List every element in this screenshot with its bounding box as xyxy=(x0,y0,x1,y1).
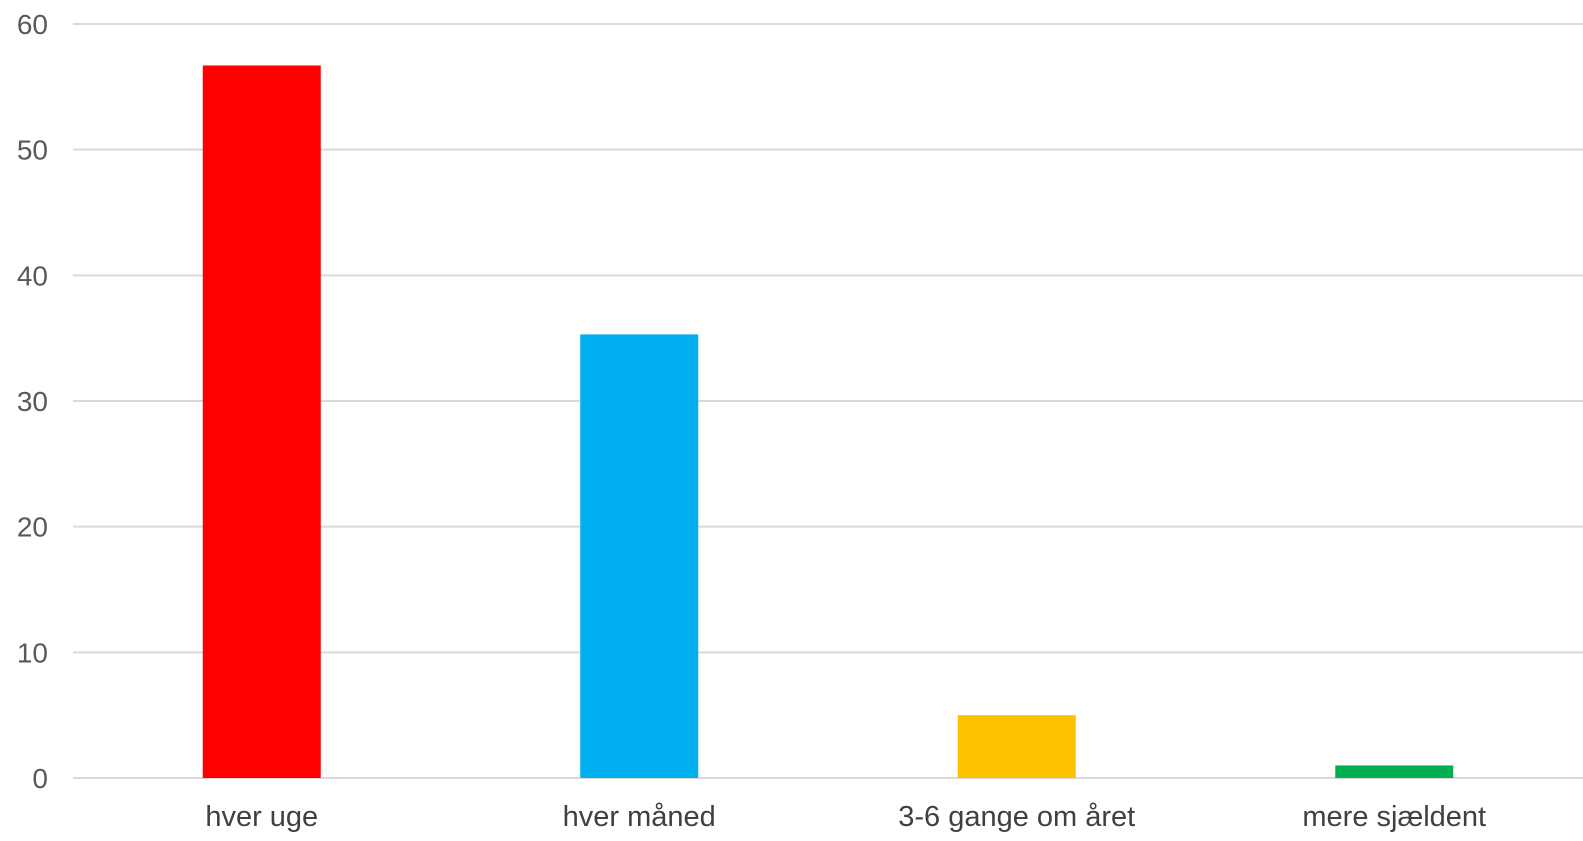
bar-4 xyxy=(1335,765,1454,778)
y-tick-label: 50 xyxy=(17,135,48,166)
y-tick-label: 60 xyxy=(17,9,48,40)
x-category-label: hver uge xyxy=(205,801,318,833)
y-tick-label: 20 xyxy=(17,512,48,543)
x-category-label: 3-6 gange om året xyxy=(898,801,1135,833)
x-category-label: hver måned xyxy=(563,801,716,833)
bar-1 xyxy=(202,65,321,779)
y-tick-label: 10 xyxy=(17,637,48,668)
bars xyxy=(202,65,1454,779)
y-tick-label: 0 xyxy=(32,763,48,794)
y-tick-label: 30 xyxy=(17,386,48,417)
x-axis-category-labels: hver uge hver måned 3-6 gange om året mere … xyxy=(205,801,1486,833)
y-tick-label: 40 xyxy=(17,260,48,291)
bar-2 xyxy=(580,334,699,778)
bar-3 xyxy=(957,715,1076,778)
gridlines xyxy=(73,23,1583,779)
y-axis-tick-labels: 0 10 20 30 40 50 60 xyxy=(17,9,48,794)
x-category-label: mere sjældent xyxy=(1302,801,1486,833)
